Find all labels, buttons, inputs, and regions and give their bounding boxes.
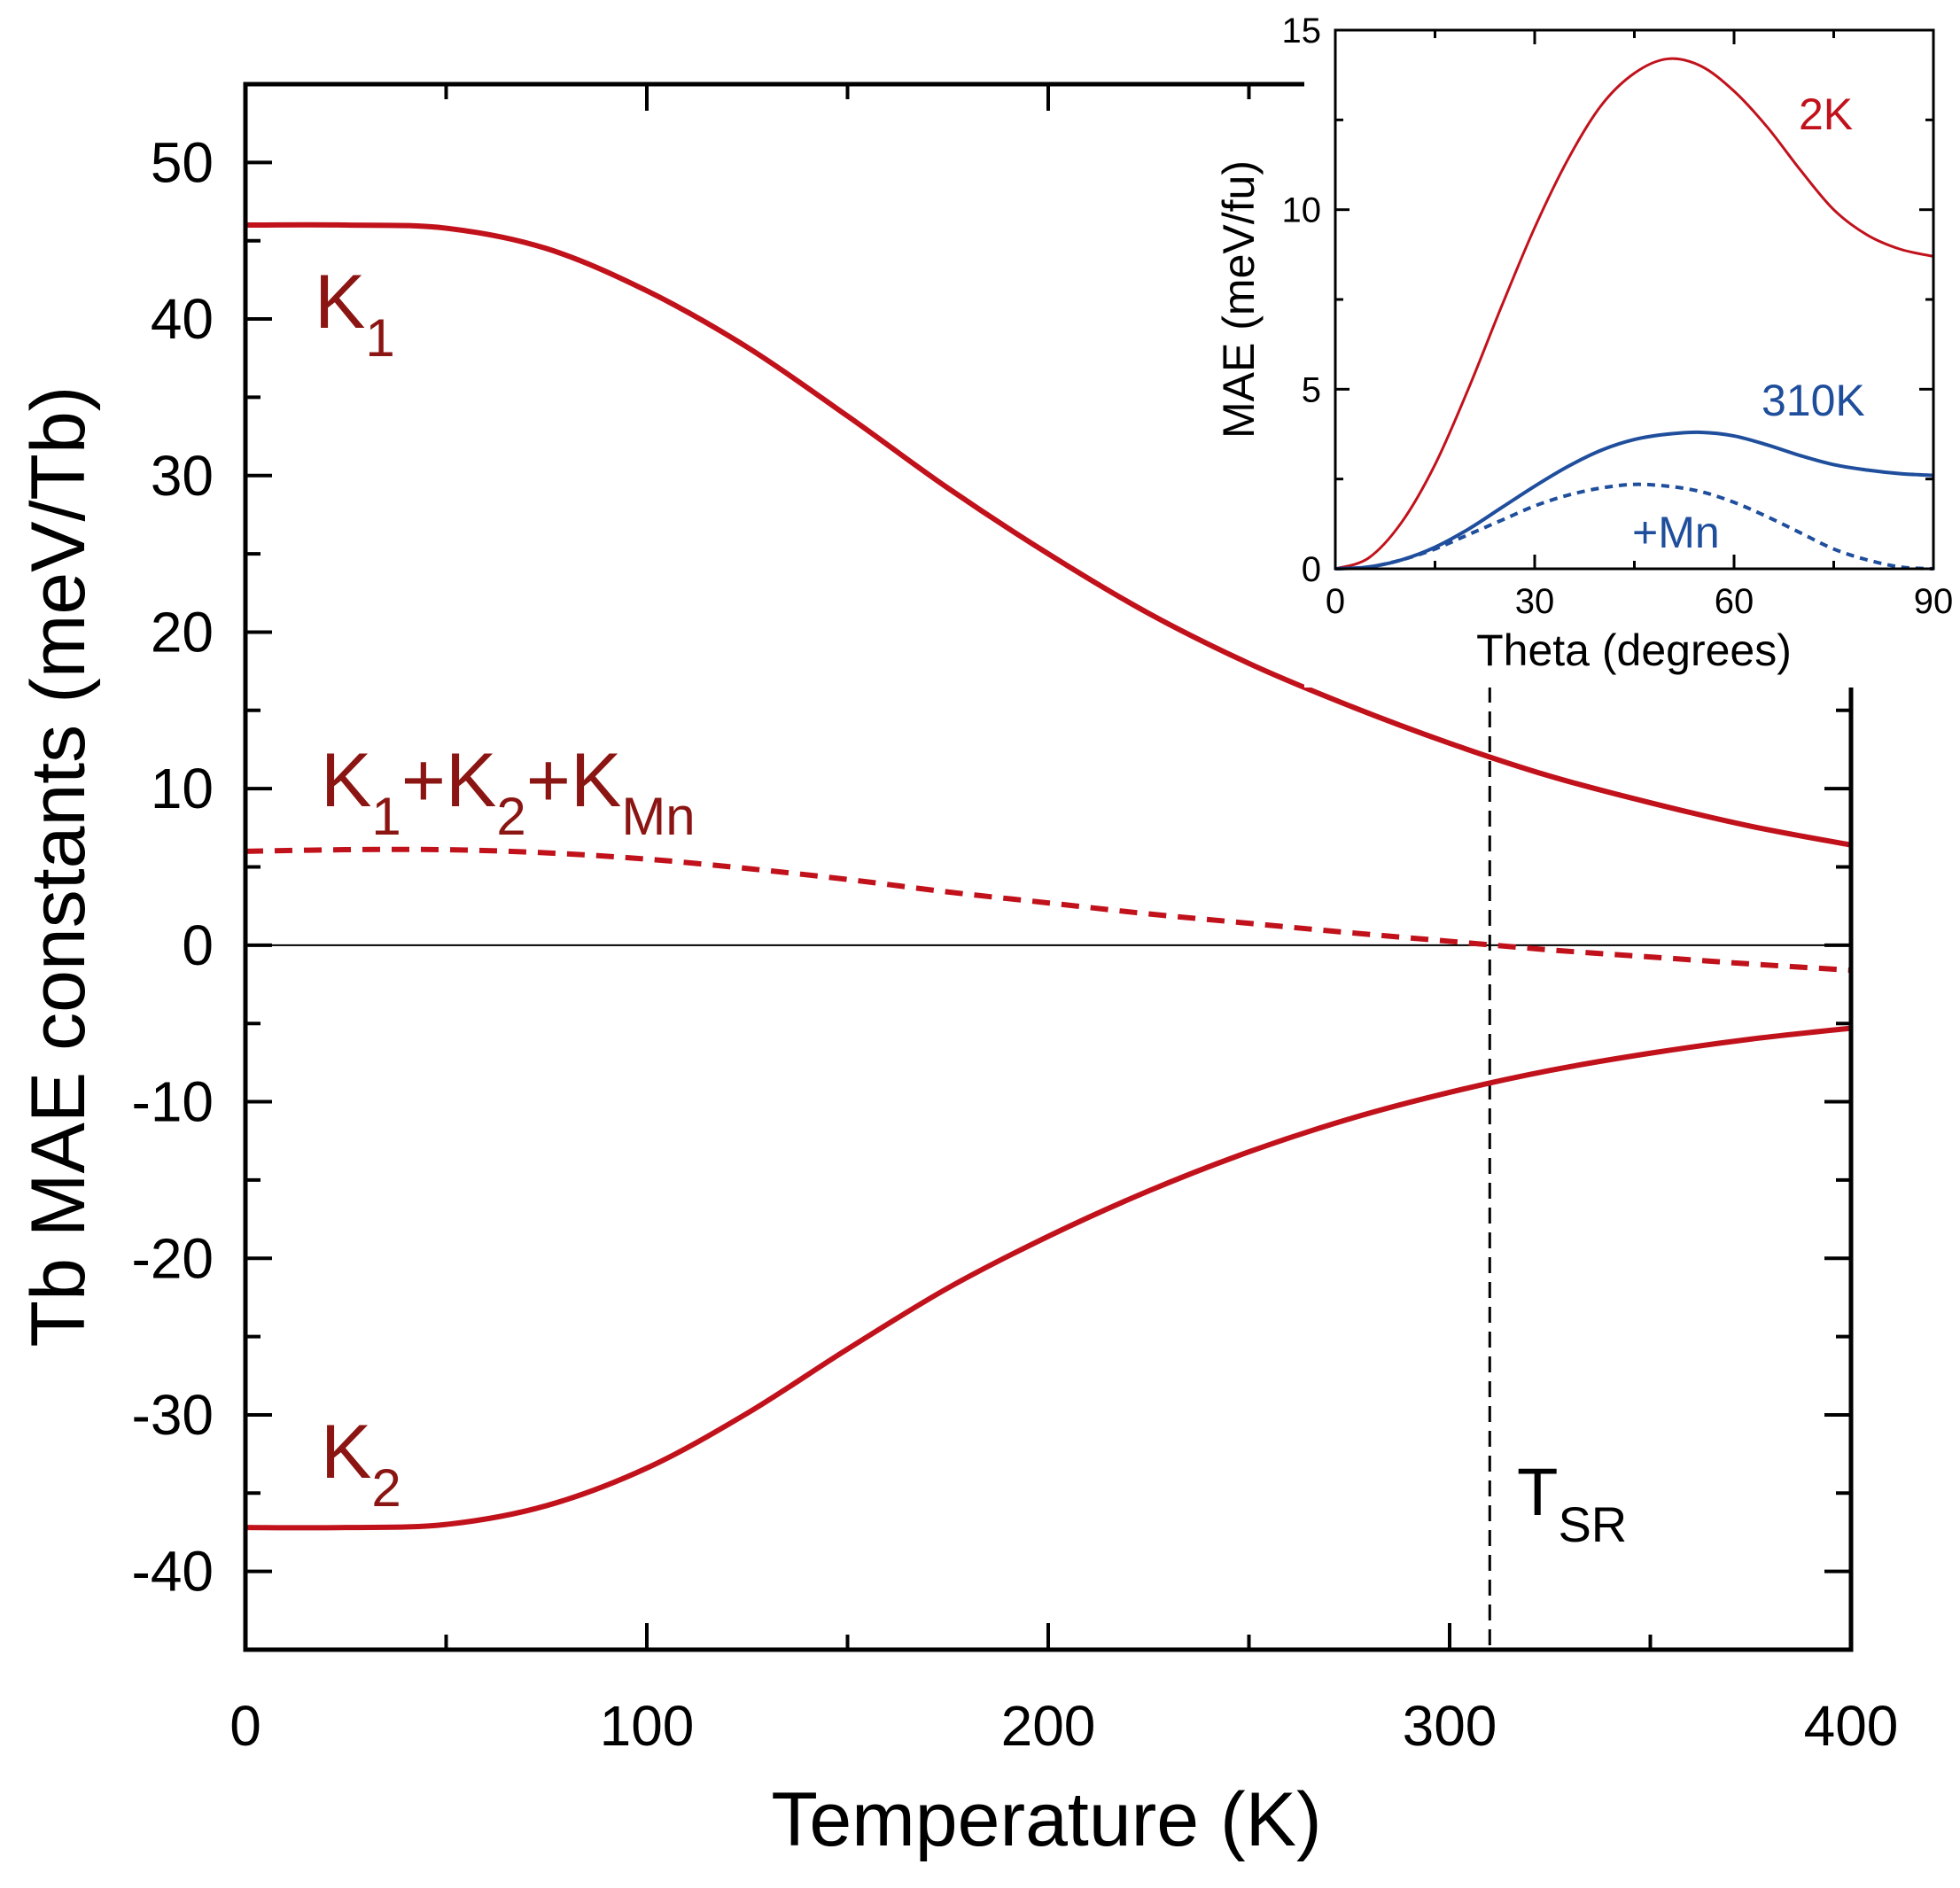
k1-subscript: 1 — [365, 308, 394, 368]
main-x-tick-label: 100 — [600, 1694, 695, 1758]
main-x-tick-label: 0 — [229, 1694, 261, 1758]
main-y-tick-label: 50 — [151, 130, 214, 194]
inset-x-tick-label: 90 — [1914, 582, 1954, 621]
k1-curve — [245, 221, 1852, 848]
main-y-axis-label: Tb MAE constants (meV/Tb) — [16, 386, 101, 1348]
k2-main: K — [321, 1410, 371, 1495]
sum-k2-main: +K — [401, 738, 497, 823]
main-ticks — [244, 82, 1853, 1651]
inset-y-tick-labels: 0 5 10 15 — [1282, 12, 1322, 589]
main-x-tick-label: 300 — [1403, 1694, 1497, 1758]
inset-y-tick-label: 5 — [1302, 370, 1321, 409]
main-series-group — [245, 221, 1852, 1531]
main-x-tick-label: 200 — [1001, 1694, 1096, 1758]
inset-y-axis-label: MAE (meV/fu) — [1214, 160, 1264, 439]
k1-annotation: K1 — [315, 260, 395, 368]
inset-label-2k: 2K — [1799, 89, 1853, 139]
main-y-tick-label: 20 — [151, 600, 214, 664]
main-y-tick-label: -40 — [132, 1540, 214, 1604]
inset-x-tick-label: 60 — [1715, 582, 1754, 621]
main-x-tick-labels: 0 100 200 300 400 — [229, 1694, 1898, 1758]
sum-kmn-subscript: Mn — [621, 787, 695, 846]
inset-x-tick-labels: 0 30 60 90 — [1326, 582, 1953, 621]
k2-subscript: 2 — [371, 1458, 401, 1518]
inset-chart: 0 30 60 90 0 5 10 15 Theta (degrees) MAE (meV/… — [1214, 5, 1960, 688]
inset-x-tick-label: 30 — [1515, 582, 1555, 621]
sum-annotation: K1+K2+KMn — [321, 738, 696, 846]
sum-k1-subscript: 1 — [371, 787, 401, 846]
sum-k1-main: K — [321, 738, 371, 823]
main-x-tick-label: 400 — [1804, 1694, 1899, 1758]
main-y-tick-label: -30 — [132, 1383, 214, 1447]
tsr-main: T — [1517, 1455, 1558, 1530]
main-y-tick-label: 30 — [151, 444, 214, 508]
k2-curve — [245, 1025, 1852, 1531]
main-y-tick-label: -10 — [132, 1070, 214, 1134]
main-y-tick-labels: -40 -30 -20 -10 0 10 20 30 40 50 — [132, 130, 214, 1603]
main-x-axis-label: Temperature (K) — [771, 1777, 1321, 1862]
k1-main: K — [315, 260, 365, 345]
tsr-annotation: TSR — [1517, 1455, 1627, 1552]
main-y-tick-label: -20 — [132, 1226, 214, 1290]
inset-series-group — [1334, 57, 1934, 571]
inset-x-axis-label: Theta (degrees) — [1476, 625, 1792, 675]
sum-k2-subscript: 2 — [496, 787, 525, 846]
main-y-tick-label: 10 — [151, 757, 214, 820]
inset-y-tick-label: 15 — [1282, 12, 1322, 51]
k2-annotation: K2 — [321, 1410, 401, 1518]
tsr-subscript: SR — [1558, 1496, 1627, 1552]
main-y-tick-label: 0 — [182, 913, 214, 977]
main-y-tick-label: 40 — [151, 287, 214, 351]
inset-mn-curve — [1334, 482, 1934, 571]
inset-y-tick-label: 0 — [1302, 550, 1321, 589]
inset-label-310k: 310K — [1762, 376, 1865, 425]
inset-2k-curve — [1334, 57, 1934, 571]
inset-x-tick-label: 0 — [1326, 582, 1345, 621]
inset-background — [1304, 5, 1960, 688]
inset-label-mn: +Mn — [1632, 508, 1720, 557]
inset-ticks — [1334, 28, 1935, 571]
sum-kmn-main: +K — [526, 738, 622, 823]
k1-k2-kmn-curve — [245, 846, 1852, 974]
inset-y-tick-label: 10 — [1282, 191, 1322, 230]
